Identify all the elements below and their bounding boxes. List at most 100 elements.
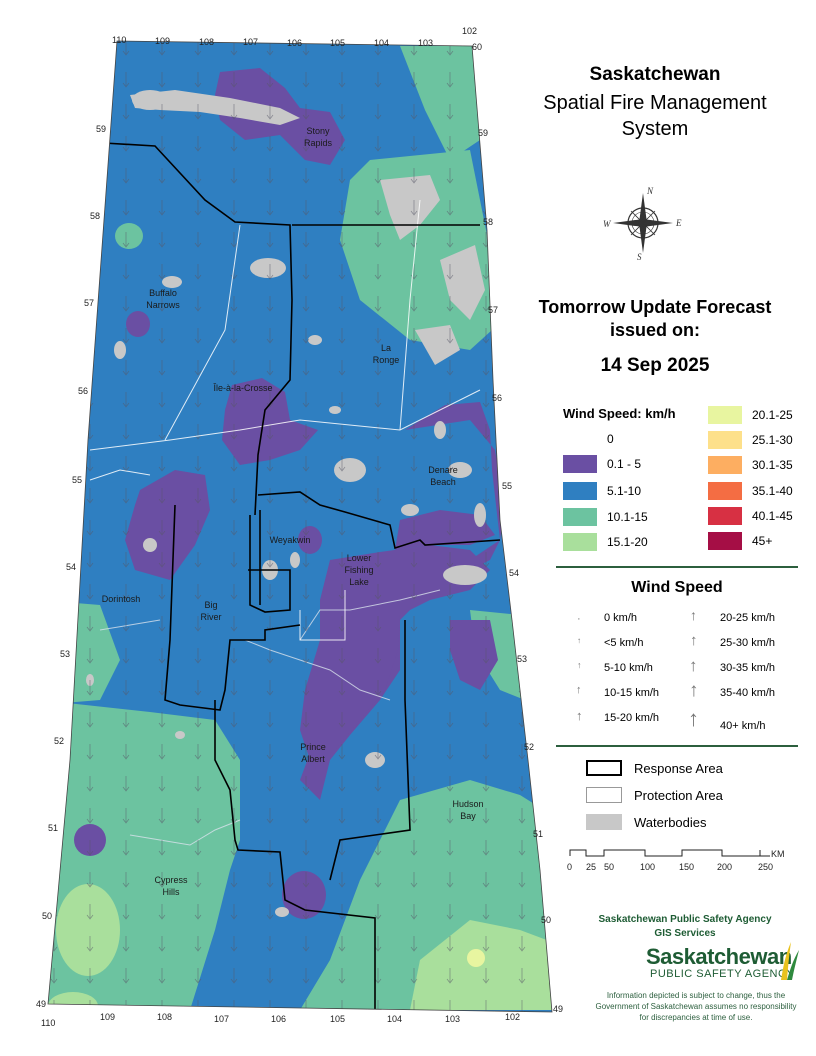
place-cypress-hills: Cypress: [154, 875, 188, 885]
place-stony-rapids: Stony: [306, 126, 330, 136]
legend-protection-area: Protection Area: [586, 786, 723, 804]
bottom-tick-106: 106: [271, 1014, 286, 1024]
right-lat-53: 53: [517, 654, 527, 664]
bottom-tick-105: 105: [330, 1014, 345, 1024]
legend-swatch: [708, 482, 742, 500]
place-weyakwin: Weyakwin: [270, 535, 311, 545]
left-lat-51: 51: [48, 823, 58, 833]
bottom-tick-107: 107: [214, 1014, 229, 1024]
top-tick-103: 103: [418, 38, 433, 48]
legend-label: 5.1-10: [607, 484, 642, 498]
bottom-tick-103: 103: [445, 1014, 460, 1024]
arrow-label-4: 15-20 km/h: [604, 712, 660, 724]
map-subtitle: Spatial Fire Management System: [505, 90, 805, 142]
right-lat-52: 52: [524, 742, 534, 752]
right-lat-56: 56: [492, 393, 502, 403]
arrow-40plus-icon: ↑: [688, 706, 699, 731]
scale-label-100: 100: [640, 862, 655, 872]
legend-label: 45+: [752, 534, 773, 548]
forecast-heading: Tomorrow Update Forecast issued on:: [505, 296, 805, 342]
legend-swatch: [708, 507, 742, 525]
agency-logo-wordmark: Saskatchewan: [646, 944, 792, 969]
legend-class-4: 15.1-20: [563, 533, 648, 551]
divider: [556, 745, 798, 747]
place-lower-fishing-lake: Lower: [347, 553, 372, 563]
scale-label-250: 250: [758, 862, 773, 872]
legend-swatch: [708, 431, 742, 449]
map-title: Saskatchewan: [589, 64, 721, 85]
place-la-ronge: La: [381, 343, 391, 353]
top-tick-106: 106: [287, 38, 302, 48]
compass-s: S: [637, 252, 642, 262]
arrow-label-3: 10-15 km/h: [604, 687, 660, 699]
compass-e: E: [675, 218, 682, 228]
right-lat-58: 58: [483, 217, 493, 227]
protection-swatch: [586, 787, 622, 803]
legend-swatch: [563, 508, 597, 526]
arrow-label-8: 35-40 km/h: [720, 687, 776, 699]
place-labels: Stony Rapids Buffalo Narrows La Ronge Îl…: [102, 126, 484, 897]
place-la-ronge-2: Ronge: [373, 355, 400, 365]
legend-swatch: [708, 456, 742, 474]
arrow-legend-title: Wind Speed: [631, 579, 723, 596]
legend-class-0: 0: [563, 430, 614, 448]
bottom-tick-108: 108: [157, 1012, 172, 1022]
waterbodies-swatch: [586, 814, 622, 830]
legend-label: 10.1-15: [607, 510, 648, 524]
place-prince-albert-2: Albert: [301, 754, 325, 764]
legend-label: 0.1 - 5: [607, 457, 642, 471]
place-hudson-bay: Hudson: [452, 799, 483, 809]
place-dorintosh: Dorintosh: [102, 594, 141, 604]
arrow-0-icon: ·: [577, 613, 581, 625]
compass-n: N: [646, 186, 654, 196]
arrow-10-15-icon: ↑: [576, 684, 582, 696]
legend-class-8: 35.1-40: [708, 482, 793, 500]
legend-swatch: [563, 455, 597, 473]
arrow-label-6: 25-30 km/h: [720, 637, 776, 649]
arrow-30-35-icon: ↑: [689, 656, 698, 675]
place-denare-beach: Denare: [428, 465, 458, 475]
place-buffalo-narrows-2: Narrows: [146, 300, 180, 310]
arrow-label-2: 5-10 km/h: [604, 662, 653, 674]
legend-response-area: Response Area: [586, 759, 723, 777]
legend-label: 15.1-20: [607, 535, 648, 549]
legend-swatch: [563, 533, 597, 551]
legend-swatch: [563, 430, 597, 448]
scale-bar: 0 25 50 100 150 200 250 KM: [567, 849, 785, 872]
waterbodies-label: Waterbodies: [634, 814, 707, 830]
legend-class-10: 45+: [708, 532, 772, 550]
scale-label-200: 200: [717, 862, 732, 872]
forecast-line2: issued on:: [609, 320, 700, 340]
wind-legend-title: Wind Speed: km/h: [563, 406, 676, 421]
left-lat-50: 50: [42, 911, 52, 921]
legend-class-7: 30.1-35: [708, 456, 793, 474]
forecast-date: 14 Sep 2025: [600, 355, 710, 376]
bottom-tick-104: 104: [387, 1014, 402, 1024]
province-outline: [47, 40, 553, 1013]
legend-class-6: 25.1-30: [708, 431, 793, 449]
left-lat-57: 57: [84, 298, 94, 308]
arrow-lt5-icon: ↑: [577, 636, 581, 645]
left-lat-53: 53: [60, 649, 70, 659]
legend-swatch: [708, 532, 742, 550]
disclaimer: Information depicted is subject to chang…: [595, 991, 797, 1022]
agency-unit: GIS Services: [654, 928, 716, 939]
right-lat-50: 50: [541, 915, 551, 925]
arrow-35-40-icon: ↑: [689, 680, 699, 701]
response-label: Response Area: [634, 760, 723, 776]
right-lat-55: 55: [502, 481, 512, 491]
left-lat-56: 56: [78, 386, 88, 396]
legend-class-5: 20.1-25: [708, 406, 793, 424]
graticule-labels: 60 102 110 109 108 107 106 105 104 103 1…: [36, 26, 563, 1028]
arrow-20-25-icon: ↑: [690, 607, 697, 623]
scale-label-0: 0: [567, 862, 572, 872]
place-hudson-bay-2: Bay: [460, 811, 476, 821]
map-subtitle-line2: System: [621, 118, 689, 140]
arrow-label-0: 0 km/h: [604, 612, 638, 624]
legend-class-2: 5.1-10: [563, 482, 641, 500]
legend-label: 0: [607, 432, 614, 446]
corner-bottom-left: 49: [36, 999, 46, 1009]
top-tick-104: 104: [374, 38, 389, 48]
protection-area-lines: [89, 199, 481, 641]
